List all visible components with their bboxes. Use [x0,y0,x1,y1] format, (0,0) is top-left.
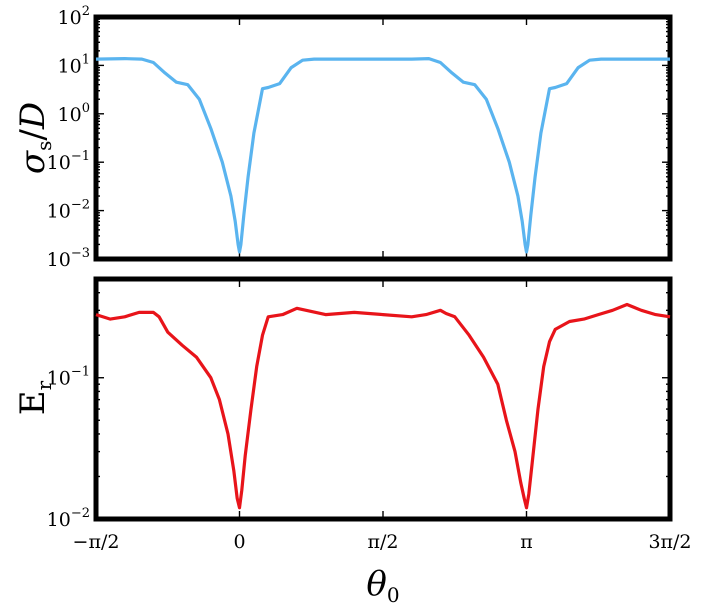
sigma-series-line [95,57,670,254]
x-tick-label: −π/2 [73,531,120,553]
x-tick-label: π/2 [368,531,399,553]
bottom-panel: 10−1 10−2 Er [13,276,673,531]
y-tick-label: 10−2 [47,198,90,223]
bottom-x-ticks [95,279,671,519]
y-tick-label: 10−1 [47,149,90,174]
x-tick-label: 3π/2 [648,531,691,553]
top-x-ticks [95,17,671,259]
x-axis-label: θ0 [366,564,399,607]
bottom-y-axis-label: Er [13,380,56,415]
y-tick-label: 10−2 [47,506,90,531]
top-y-ticks: 102 101 100 10−1 10−2 10−3 [47,4,670,271]
y-tick-label: 10−1 [47,365,90,390]
y-tick-label: 101 [58,52,90,77]
y-tick-label: 10−3 [47,246,90,271]
top-y-axis-label: σs/D [13,102,56,174]
er-series-line [95,302,671,510]
x-tick-label: π [520,531,533,553]
y-tick-label: 100 [58,101,90,126]
y-tick-label: 102 [58,4,90,29]
bottom-y-ticks: 10−1 10−2 [47,291,670,531]
x-tick-labels: −π/2 0 π/2 π 3π/2 [73,531,692,553]
x-tick-label: 0 [233,531,245,553]
top-panel: 102 101 100 10−1 10−2 10−3 σs/D [13,4,673,271]
top-plot-frame [93,14,673,262]
